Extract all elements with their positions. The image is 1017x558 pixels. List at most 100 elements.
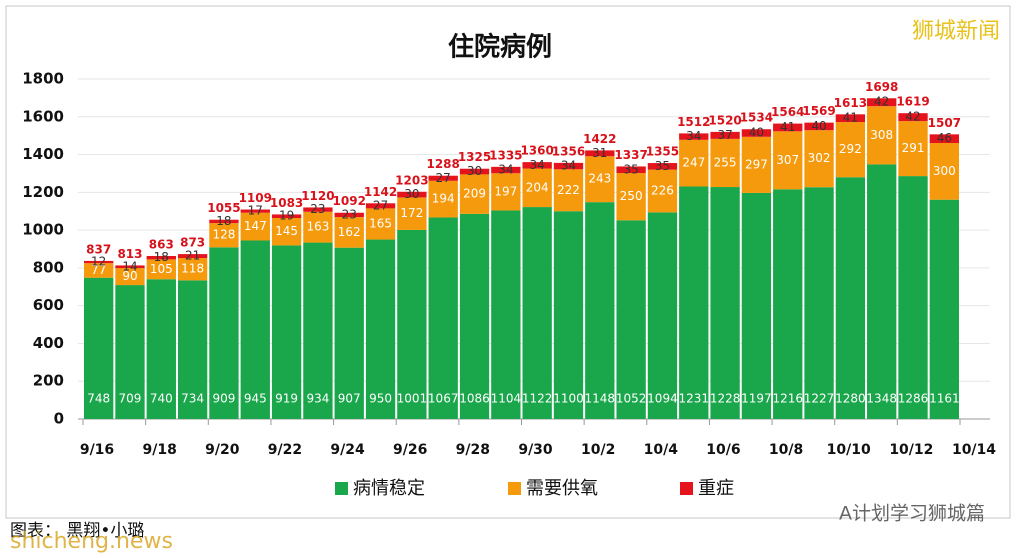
bar-segment bbox=[146, 259, 176, 280]
total-label: 1337 bbox=[614, 148, 647, 162]
bar-segment bbox=[459, 168, 490, 175]
bar-segment bbox=[491, 173, 521, 211]
bar-segment bbox=[459, 174, 490, 214]
x-tick-label: 9/16 bbox=[80, 442, 114, 458]
value-label: 934 bbox=[306, 392, 329, 406]
bar-segment bbox=[553, 162, 584, 170]
value-label: 194 bbox=[432, 192, 455, 206]
bar-segment bbox=[303, 242, 333, 419]
bar-segment bbox=[334, 217, 364, 248]
y-tick-label: 800 bbox=[33, 258, 64, 276]
bar-segment bbox=[428, 175, 458, 181]
value-label: 40 bbox=[749, 126, 764, 140]
value-label: 247 bbox=[682, 156, 705, 170]
credit: 图表： 黑翔•小璐 bbox=[10, 521, 144, 541]
total-label: 1092 bbox=[333, 194, 366, 208]
total-label: 1083 bbox=[270, 196, 303, 210]
bar-segment bbox=[679, 139, 709, 187]
value-label: 1067 bbox=[428, 392, 459, 406]
bar-segment bbox=[303, 207, 333, 212]
bar-segment bbox=[616, 173, 646, 221]
x-tick-label: 10/8 bbox=[769, 442, 803, 458]
total-label: 1512 bbox=[677, 115, 710, 129]
value-label: 1001 bbox=[397, 392, 428, 406]
bar-segment bbox=[365, 239, 396, 419]
bar-segment bbox=[209, 247, 239, 419]
bar-segment bbox=[804, 187, 834, 419]
total-label: 1507 bbox=[928, 116, 961, 130]
value-label: 1227 bbox=[804, 392, 835, 406]
x-tick-label: 9/22 bbox=[268, 442, 302, 458]
value-label: 226 bbox=[651, 184, 674, 198]
value-label: 14 bbox=[122, 259, 137, 273]
bar-segment bbox=[835, 122, 866, 178]
value-label: 308 bbox=[870, 128, 893, 142]
bar-segment bbox=[710, 187, 740, 419]
y-tick-label: 1000 bbox=[22, 221, 64, 239]
value-label: 291 bbox=[902, 141, 925, 155]
value-label: 1100 bbox=[553, 392, 584, 406]
value-label: 292 bbox=[839, 142, 862, 156]
watermark: 狮城新闻 bbox=[912, 19, 1000, 44]
bar-segment bbox=[710, 138, 740, 188]
value-label: 147 bbox=[244, 219, 267, 233]
bar-segment bbox=[679, 186, 709, 419]
bar-segment bbox=[835, 114, 866, 123]
legend-label: 需要供氧 bbox=[526, 478, 598, 499]
value-label: 46 bbox=[937, 131, 952, 145]
value-label: 34 bbox=[530, 158, 545, 172]
bar-segment bbox=[397, 191, 427, 198]
y-tick-label: 0 bbox=[54, 410, 64, 428]
bar-segment bbox=[741, 136, 772, 193]
bar-segment bbox=[898, 176, 928, 419]
value-label: 90 bbox=[122, 269, 137, 283]
bar-segment bbox=[647, 163, 678, 170]
value-label: 163 bbox=[306, 220, 329, 234]
value-label: 204 bbox=[526, 180, 549, 194]
value-label: 35 bbox=[655, 159, 670, 173]
x-tick-label: 9/20 bbox=[205, 442, 240, 458]
bar-segment bbox=[773, 189, 803, 419]
x-tick-label: 9/30 bbox=[518, 442, 553, 458]
value-label: 18 bbox=[216, 214, 231, 228]
value-label: 1052 bbox=[616, 392, 647, 406]
y-tick-label: 200 bbox=[33, 372, 64, 390]
bar-segment bbox=[209, 219, 239, 224]
bar-segment bbox=[929, 143, 959, 200]
bar-segment bbox=[146, 279, 176, 419]
total-label: 1698 bbox=[865, 80, 898, 94]
bar-segment bbox=[522, 207, 552, 419]
value-label: 118 bbox=[181, 262, 204, 276]
bar-segment bbox=[867, 106, 897, 165]
value-label: 300 bbox=[933, 164, 956, 178]
value-label: 17 bbox=[248, 204, 263, 218]
bar-segment bbox=[334, 247, 364, 419]
bar-segment bbox=[553, 211, 584, 419]
value-label: 21 bbox=[185, 249, 200, 263]
value-label: 250 bbox=[620, 189, 643, 203]
x-tick-label: 10/2 bbox=[581, 442, 615, 458]
value-label: 209 bbox=[463, 187, 486, 201]
value-label: 1216 bbox=[772, 392, 803, 406]
bar-segment bbox=[898, 113, 928, 122]
bar-segment bbox=[616, 166, 646, 174]
value-label: 19 bbox=[279, 209, 294, 223]
value-label: 42 bbox=[905, 110, 920, 124]
bar-segment bbox=[741, 129, 772, 137]
bar-segment bbox=[647, 169, 678, 213]
site: shicheng.news bbox=[10, 529, 173, 554]
value-label: 34 bbox=[561, 159, 576, 173]
total-label: 873 bbox=[180, 236, 205, 250]
bar-segment bbox=[741, 192, 772, 419]
bar-segment bbox=[84, 260, 114, 264]
total-label: 1564 bbox=[771, 105, 804, 119]
wechat: A计划学习狮城篇 bbox=[839, 503, 985, 525]
value-label: 41 bbox=[780, 120, 795, 134]
value-label: 919 bbox=[275, 392, 298, 406]
bar-segment bbox=[679, 133, 709, 140]
bar-segment bbox=[491, 210, 521, 419]
bar-segment bbox=[240, 209, 270, 213]
bar-segment bbox=[428, 180, 458, 218]
total-label: 837 bbox=[86, 242, 111, 256]
